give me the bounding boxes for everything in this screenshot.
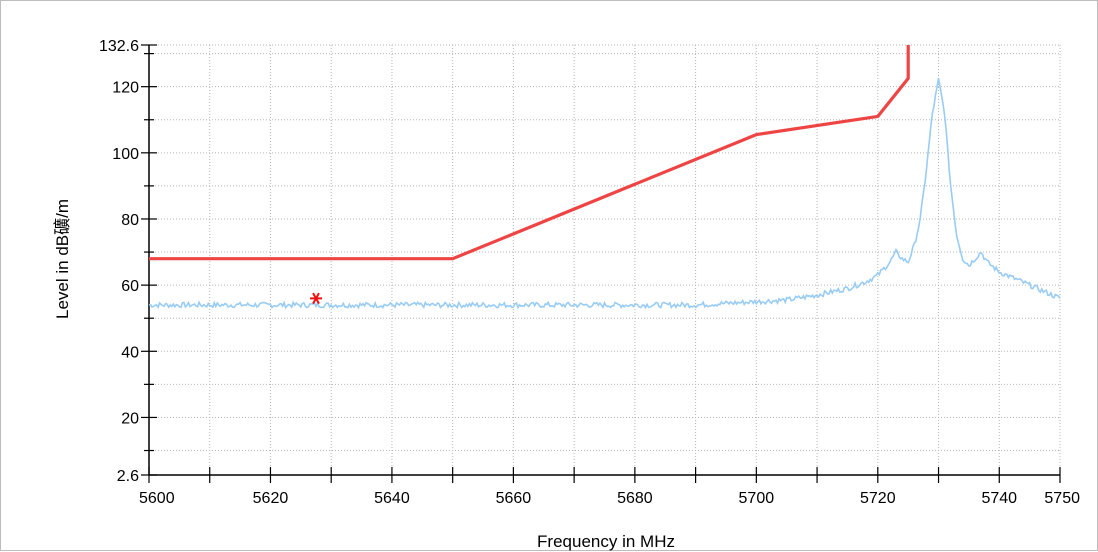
x-tick-label: 5660 (496, 490, 532, 507)
x-tick-label: 5620 (253, 490, 289, 507)
x-axis-label: Frequency in MHz (537, 532, 675, 551)
y-tick-label: 100 (112, 146, 139, 163)
markers-group (310, 292, 323, 305)
x-tick-label: 5720 (860, 490, 896, 507)
y-axis-label: Level in dB礦/m (53, 199, 72, 319)
x-tick-label: 5750 (1044, 490, 1080, 507)
x-tick-label: 5740 (981, 490, 1017, 507)
y-tick-label: 80 (121, 212, 139, 229)
x-tick-label: 5600 (139, 490, 175, 507)
y-tick-label: 20 (121, 410, 139, 427)
y-tick-label: 132.6 (99, 38, 139, 55)
series-group (148, 45, 1061, 310)
x-tick-label: 5680 (617, 490, 653, 507)
y-tick-label: 2.6 (117, 468, 139, 485)
y-tick-label: 60 (121, 278, 139, 295)
peak-marker-stroke (312, 292, 320, 305)
x-tick-label: 5640 (374, 490, 410, 507)
y-tick-label: 40 (121, 344, 139, 361)
x-tick-label: 5700 (739, 490, 775, 507)
x-ticks: 5600 5620 5640 5660 5680 5700 5720 5740 5750 (139, 490, 1080, 507)
measured-trace-line (148, 78, 1061, 310)
y-tick-label: 120 (112, 80, 139, 97)
peak-marker (310, 292, 323, 305)
y-ticks: 2.6 20 40 60 80 100 120 132.6 (99, 38, 139, 485)
limit-line (149, 45, 910, 261)
